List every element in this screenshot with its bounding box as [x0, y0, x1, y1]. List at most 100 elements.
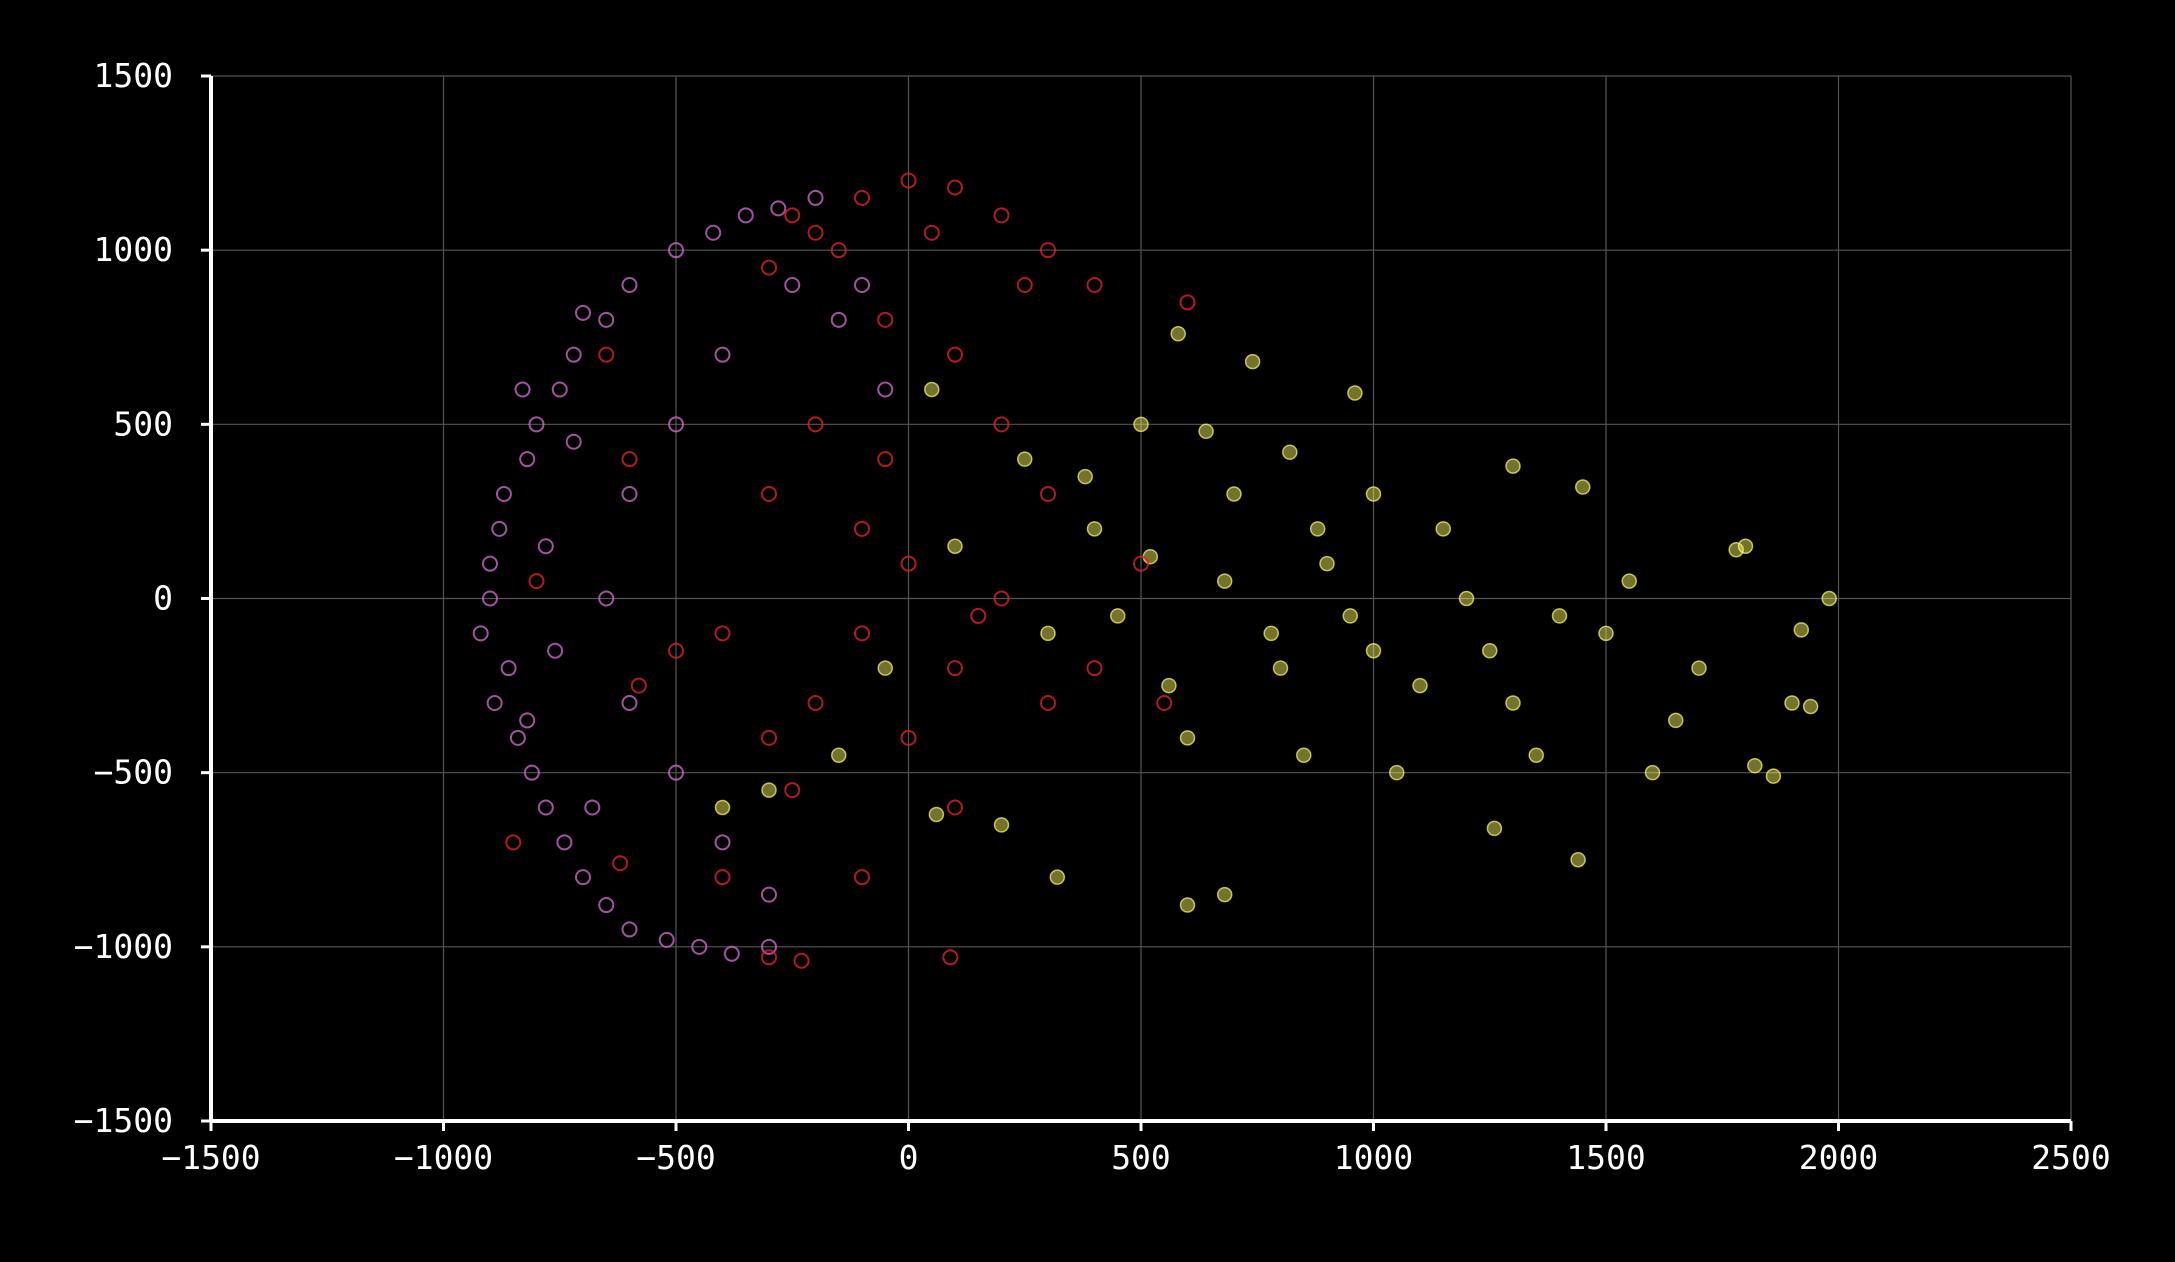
- data-point: [1821, 590, 1837, 607]
- data-point: [761, 938, 777, 955]
- data-point: [575, 869, 591, 886]
- x-tick-labels: −1500 −1000 −500 0 500 1000 1500 2000 2500: [161, 1138, 2110, 1177]
- data-point: [1040, 486, 1056, 502]
- data-point: [1086, 521, 1103, 537]
- data-point: [1198, 423, 1214, 440]
- y-tick-label: 1000: [94, 230, 173, 269]
- data-point: [514, 381, 531, 398]
- data-point: [1110, 608, 1126, 624]
- data-point: [854, 869, 870, 886]
- data-point: [1505, 695, 1521, 711]
- data-point: [1505, 458, 1521, 474]
- data-point: [1133, 416, 1149, 433]
- data-point: [714, 834, 731, 851]
- data-point: [565, 346, 582, 363]
- data-point: [1347, 385, 1363, 401]
- data-point: [714, 869, 731, 886]
- data-point: [970, 607, 987, 624]
- y-tick-labels: −1500 −1000 −500 0 500 1000 1500: [74, 56, 173, 1140]
- data-point: [807, 224, 824, 241]
- data-point: [1765, 768, 1782, 784]
- x-tick-label: 500: [1111, 1138, 1171, 1177]
- data-point: [1668, 712, 1684, 729]
- x-tick-label: 0: [899, 1138, 919, 1177]
- data-point: [993, 817, 1010, 833]
- data-point: [1319, 555, 1335, 572]
- data-point: [793, 952, 810, 969]
- data-point: [537, 799, 554, 816]
- data-point: [1244, 353, 1261, 370]
- data-point: [519, 451, 536, 468]
- series-0: [714, 326, 1837, 913]
- data-point: [923, 224, 940, 241]
- x-tick-label: 1500: [1566, 1138, 1645, 1177]
- data-point: [1458, 590, 1475, 607]
- data-point: [854, 189, 870, 206]
- y-tick-label: −1500: [74, 1101, 173, 1140]
- grid: [211, 75, 2072, 1121]
- data-point: [668, 242, 684, 259]
- data-point: [705, 224, 722, 241]
- data-point: [1040, 625, 1056, 642]
- data-point: [807, 189, 824, 206]
- data-point: [737, 207, 754, 224]
- data-point: [598, 346, 615, 363]
- data-point: [621, 921, 638, 938]
- data-point: [947, 346, 963, 363]
- data-point: [784, 782, 801, 799]
- data-point: [1086, 660, 1103, 677]
- data-point: [1017, 451, 1033, 467]
- x-tick-label: 2500: [2031, 1138, 2110, 1177]
- data-point: [612, 855, 629, 872]
- data-point: [947, 660, 963, 677]
- data-point: [854, 520, 870, 537]
- data-point: [584, 799, 601, 816]
- data-point: [1551, 608, 1568, 624]
- data-point: [854, 277, 870, 293]
- y-tick-label: −500: [94, 753, 173, 792]
- data-point: [551, 381, 568, 398]
- data-point: [854, 625, 870, 642]
- data-point: [556, 834, 573, 851]
- data-point: [1570, 852, 1586, 868]
- data-point: [1728, 541, 1744, 558]
- data-points: [472, 172, 1837, 969]
- data-point: [993, 416, 1010, 433]
- data-point: [1049, 869, 1066, 885]
- data-point: [831, 747, 847, 763]
- data-point: [761, 729, 777, 746]
- data-point: [928, 806, 945, 823]
- data-point: [1793, 622, 1810, 638]
- data-point: [761, 949, 777, 966]
- data-point: [1040, 695, 1056, 711]
- data-point: [1263, 625, 1279, 642]
- data-point: [761, 486, 777, 502]
- data-point: [830, 242, 847, 259]
- data-point: [1216, 573, 1233, 589]
- data-point: [942, 949, 959, 966]
- data-point: [1296, 747, 1312, 763]
- data-point: [1598, 625, 1614, 642]
- data-point: [472, 625, 489, 642]
- data-point: [528, 416, 545, 433]
- data-point: [486, 695, 503, 711]
- data-point: [621, 486, 638, 502]
- data-point: [668, 642, 684, 659]
- data-point: [947, 799, 963, 816]
- data-point: [565, 433, 582, 450]
- data-point: [668, 764, 684, 781]
- data-point: [1179, 730, 1196, 746]
- data-point: [877, 381, 894, 398]
- data-point: [630, 677, 647, 694]
- data-point: [1077, 468, 1093, 485]
- data-point: [1216, 886, 1233, 903]
- data-point: [947, 538, 963, 554]
- data-point: [924, 381, 940, 398]
- x-tick-label: 2000: [1799, 1138, 1878, 1177]
- data-point: [993, 590, 1010, 607]
- data-point: [1170, 326, 1186, 342]
- data-point: [482, 590, 498, 607]
- data-point: [1016, 277, 1033, 293]
- data-point: [1528, 747, 1544, 763]
